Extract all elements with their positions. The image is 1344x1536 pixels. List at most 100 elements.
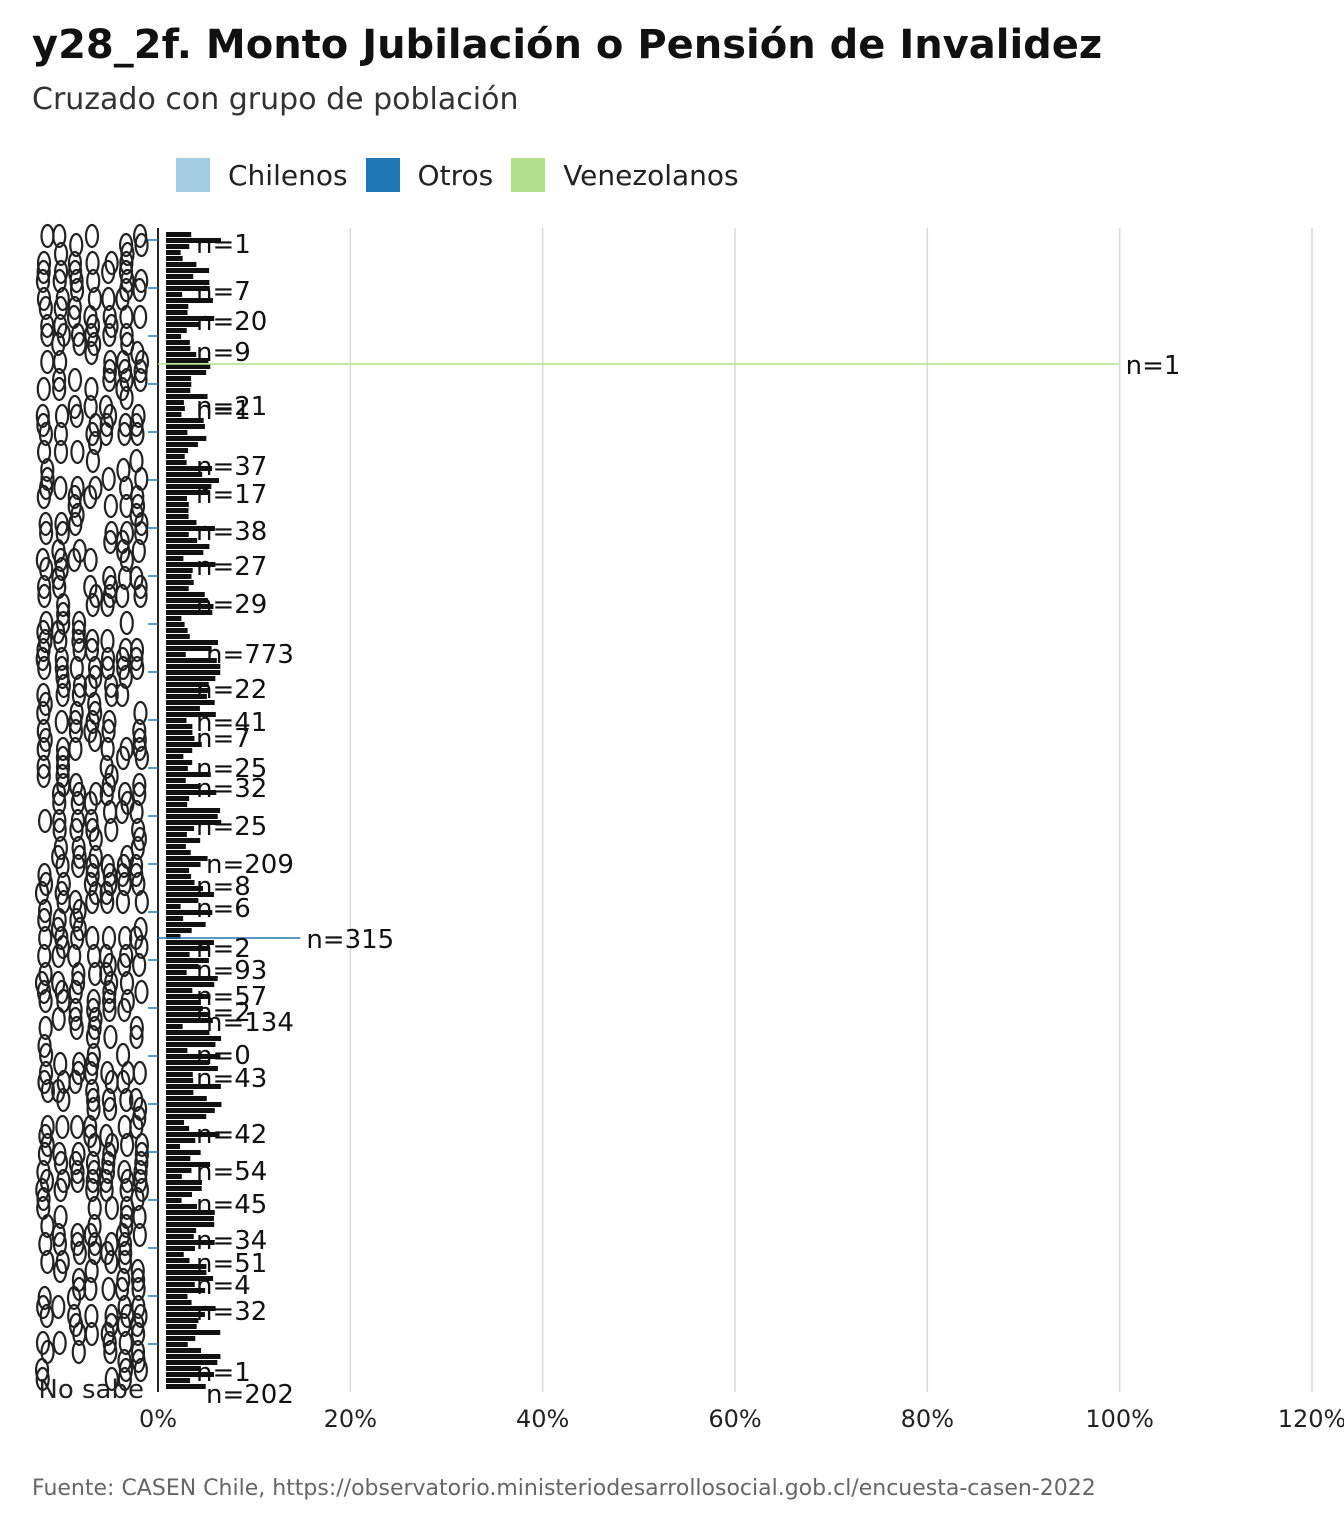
category-label-glyph (134, 1132, 149, 1158)
stacked-bar-segment (166, 244, 190, 249)
stacked-bar-segment (166, 1144, 181, 1149)
category-label-glyph (131, 1276, 146, 1302)
stacked-bar-segment (166, 1234, 194, 1239)
category-label-glyph (52, 376, 67, 402)
category-label-glyph (128, 1087, 144, 1113)
stacked-bar-segment (166, 760, 193, 765)
category-label-glyph (116, 1312, 132, 1338)
stacked-bar-segment (166, 1204, 197, 1209)
stacked-bar-segment (166, 250, 181, 255)
stacked-bar-segment (166, 526, 215, 531)
category-label-glyph (98, 421, 114, 447)
legend: Chilenos Otros Venezolanos (176, 158, 757, 192)
category-label-glyph (130, 340, 145, 366)
data-label: n=22 (196, 675, 267, 705)
stacked-bar-segment (166, 574, 192, 579)
category-label-glyph (104, 817, 119, 843)
category-label-glyph (85, 592, 100, 618)
category-label-glyph (98, 1168, 114, 1194)
stacked-bar-segment (166, 352, 197, 357)
category-label-glyph (56, 673, 71, 699)
category-label-glyph (100, 592, 115, 618)
category-label-glyph (129, 1024, 144, 1050)
category-label-glyph (117, 1366, 132, 1392)
stacked-bar-segment (166, 778, 186, 783)
category-label-glyph (115, 745, 131, 771)
stacked-bar-segment (166, 892, 214, 897)
category-label-glyph (99, 781, 114, 807)
category-label-glyph (38, 1231, 53, 1257)
data-label: n=6 (196, 894, 251, 924)
category-label-glyph (84, 1321, 99, 1347)
stacked-bar-segment (166, 1210, 215, 1215)
stacked-bar-segment (166, 1120, 185, 1125)
category-label-glyph (103, 1024, 118, 1050)
stacked-bar-segment (166, 550, 204, 555)
stacked-bar-segment (166, 742, 202, 747)
category-label-glyph (53, 349, 68, 375)
category-label-glyph (132, 718, 147, 744)
category-label-glyph (52, 268, 67, 294)
stacked-bar-segment (166, 1006, 203, 1011)
stacked-bar-segment (166, 1330, 221, 1335)
category-label-glyph (84, 340, 99, 366)
category-label-glyph (133, 583, 148, 609)
category-label-glyph (114, 1276, 130, 1302)
category-label-glyph (71, 853, 86, 879)
stacked-bar-segment (166, 1312, 205, 1317)
stacked-bar-segment (166, 1036, 222, 1041)
stacked-bar-segment (166, 322, 199, 327)
category-label-glyph (115, 376, 130, 402)
stacked-bar-segment (166, 916, 184, 921)
stacked-bar-segment (166, 238, 221, 243)
legend-swatch-chilenos (176, 158, 210, 192)
stacked-bar-segment (166, 790, 217, 795)
category-label-glyph (134, 511, 149, 537)
category-label-glyph (69, 268, 84, 294)
category-label-glyph (39, 520, 54, 546)
stacked-bar-segment (166, 346, 191, 351)
stacked-bar-segment (166, 1174, 182, 1179)
category-label-glyph (134, 979, 149, 1005)
stacked-bar-segment (166, 532, 189, 537)
stacked-bar-segment (166, 1282, 195, 1287)
category-label-glyph (88, 1006, 103, 1032)
category-label-glyph (85, 1150, 101, 1176)
x-tick-label: 0% (139, 1405, 177, 1433)
stacked-bar-segment (166, 1246, 195, 1251)
category-label-glyph (71, 610, 87, 636)
stacked-bar-segment (166, 1162, 211, 1167)
data-label: n=21 (196, 392, 267, 422)
category-label-glyph (71, 1339, 86, 1365)
data-label: n=0 (196, 1041, 251, 1071)
stacked-bar-segment (166, 880, 195, 885)
category-label-glyph (68, 709, 83, 735)
category-label-glyph (117, 871, 132, 897)
stacked-bar-segment (166, 400, 184, 405)
category-label-glyph (119, 547, 134, 573)
category-label-glyph (52, 790, 67, 816)
stacked-bar-segment (166, 1294, 188, 1299)
category-label-glyph (54, 403, 70, 429)
stacked-bar-segment (166, 412, 182, 417)
category-label-glyph (53, 475, 68, 501)
category-label-glyph (101, 925, 117, 951)
category-label-glyph (69, 232, 84, 258)
category-label-glyph (132, 1060, 147, 1086)
category-label-glyph (119, 1177, 134, 1203)
category-label-glyph (130, 655, 145, 681)
category-label-glyph (70, 1159, 85, 1185)
stacked-bar-segment (166, 826, 195, 831)
category-label-glyph (100, 1060, 115, 1086)
category-label-glyph (70, 439, 85, 465)
category-label-glyph (86, 1087, 101, 1113)
category-label-glyph (85, 1177, 100, 1203)
category-label-glyph (101, 286, 116, 312)
stacked-bar-segment (166, 976, 218, 981)
category-label-glyph (85, 628, 100, 654)
data-label: n=32 (196, 774, 267, 804)
category-label-glyph (69, 925, 85, 951)
stacked-bar-segment (166, 1102, 222, 1107)
stacked-bar-segment (166, 1360, 218, 1365)
